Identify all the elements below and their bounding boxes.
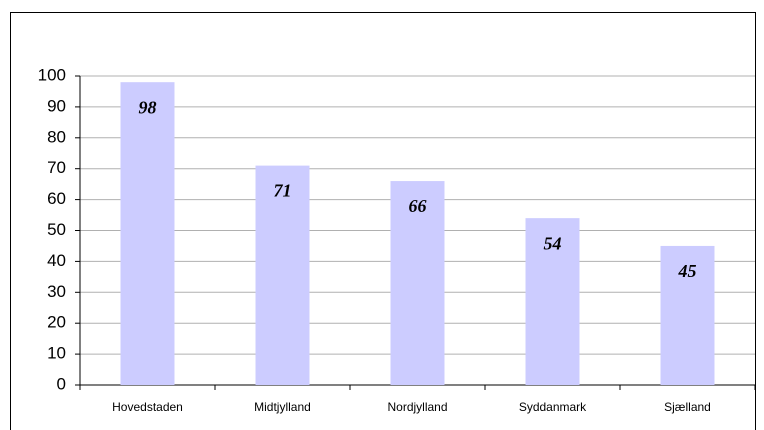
chart-frame [10,12,756,430]
y-tick-label: 20 [47,313,66,332]
y-tick-label: 80 [47,127,66,146]
value-label: 45 [678,261,697,281]
x-tick-label: Sjælland [664,400,711,414]
bar [120,82,175,386]
bar [255,165,310,385]
value-label: 98 [139,97,157,117]
y-tick-label: 50 [47,220,66,239]
y-tick-label: 0 [57,374,66,393]
value-label: 54 [544,233,562,253]
value-label: 71 [274,181,292,201]
x-tick-label: Nordjylland [387,400,447,414]
x-tick-label: Syddanmark [519,400,587,414]
y-tick-label: 60 [47,189,66,208]
x-tick-label: Midtjylland [254,400,311,414]
bar [390,181,445,385]
y-tick-label: 100 [38,65,66,84]
y-tick-label: 90 [47,96,66,115]
x-tick-label: Hovedstaden [112,400,183,414]
y-tick-label: 70 [47,158,66,177]
bar [525,218,580,385]
y-tick-label: 10 [47,344,66,363]
bar [660,245,715,385]
y-tick-label: 30 [47,282,66,301]
y-tick-label: 40 [47,251,66,270]
value-label: 66 [409,196,427,216]
